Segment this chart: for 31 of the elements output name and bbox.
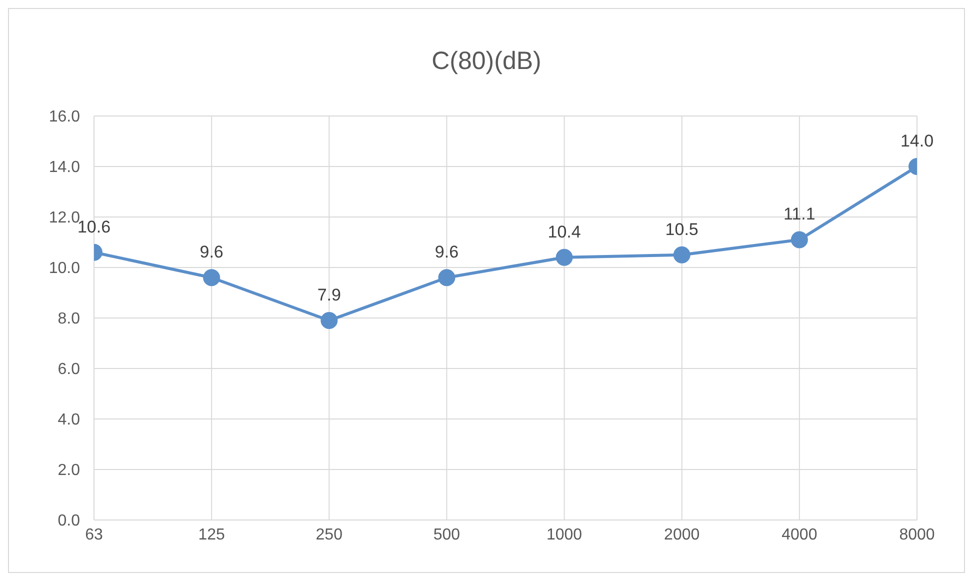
data-label: 11.1: [784, 204, 816, 224]
y-tick-label: 16.0: [48, 108, 80, 126]
x-tick-label: 1000: [546, 526, 582, 544]
y-tick-label: 2.0: [58, 462, 80, 480]
point: [673, 246, 690, 264]
data-label: 9.6: [434, 242, 459, 262]
x-tick-label: 8000: [899, 526, 935, 544]
y-tick-label: 4.0: [58, 412, 80, 429]
point: [320, 312, 338, 330]
x-tick-label: 500: [433, 526, 460, 544]
x-tick-label: 2000: [664, 526, 700, 544]
data-label: 10.4: [548, 222, 581, 242]
point: [203, 269, 220, 286]
data-label: 7.9: [317, 286, 341, 305]
x-tick-label: 125: [198, 526, 226, 544]
y-tick-label: 6.0: [58, 361, 80, 378]
point: [790, 231, 808, 248]
chart-title: C(80)(dB): [430, 47, 542, 76]
point: [556, 248, 573, 266]
x-tick-label: 4000: [782, 526, 818, 544]
x-tick-label: 63: [85, 526, 103, 544]
y-tick-label: 12.0: [48, 210, 80, 227]
y-tick-label: 0.0: [58, 512, 80, 530]
y-tick-label: 8.0: [58, 310, 80, 328]
point: [438, 269, 456, 286]
y-tick-label: 14.0: [48, 159, 80, 176]
data-label: 14.0: [900, 132, 934, 150]
x-tick-label: 250: [316, 526, 343, 544]
y-tick-label: 10.0: [48, 260, 80, 278]
data-label: 9.6: [200, 242, 224, 262]
data-label: 10.5: [665, 220, 698, 239]
